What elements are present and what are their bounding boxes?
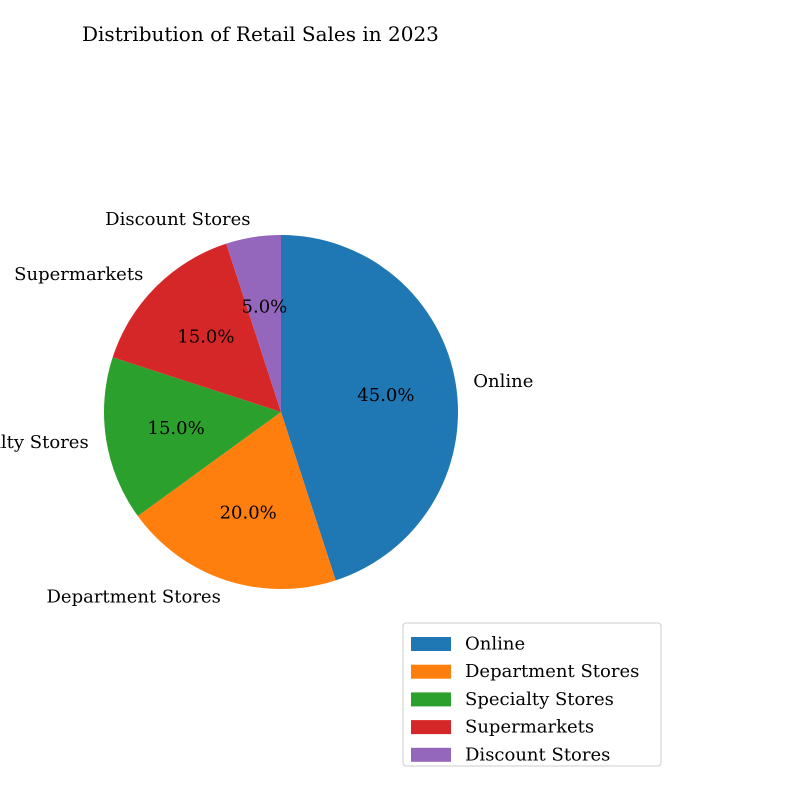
- legend-label-online: Online: [465, 634, 525, 655]
- chart-title: Distribution of Retail Sales in 2023: [82, 22, 439, 46]
- slice-label-specialty-stores: Specialty Stores: [0, 432, 89, 453]
- pie-slice-supermarkets: [112, 243, 281, 412]
- legend-frame: [402, 622, 662, 767]
- legend-swatch-online: [411, 637, 451, 651]
- pie-slice-specialty-stores: [103, 357, 281, 517]
- slice-percent-department-stores: 20.0%: [220, 503, 277, 524]
- legend-swatch-specialty-stores: [411, 692, 451, 707]
- slice-percent-online: 45.0%: [357, 385, 414, 406]
- legend-label-specialty-stores: Specialty Stores: [465, 689, 614, 710]
- slice-label-online: Online: [473, 371, 533, 392]
- legend-label-discount-stores: Discount Stores: [465, 744, 610, 765]
- legend-label-department-stores: Department Stores: [465, 661, 639, 682]
- legend-label-supermarkets: Supermarkets: [465, 717, 594, 738]
- pie-slice-department-stores: [137, 412, 336, 589]
- legend-swatch-discount-stores: [411, 747, 451, 762]
- slice-percent-discount-stores: 5.0%: [242, 297, 288, 318]
- legend-swatch-department-stores: [411, 664, 451, 679]
- slice-percent-supermarkets: 15.0%: [177, 326, 234, 347]
- pie-slices: [103, 235, 458, 589]
- slice-label-supermarkets: Supermarkets: [14, 264, 143, 285]
- pie-labels: Online 45.0% Department Stores 20.0% Special…: [0, 209, 533, 607]
- legend: Online Department Stores Specialty Stores S…: [402, 622, 662, 767]
- pie-slice-discount-stores: [226, 235, 281, 412]
- legend-swatch-supermarkets: [411, 720, 451, 735]
- slice-label-discount-stores: Discount Stores: [105, 209, 250, 230]
- slice-percent-specialty-stores: 15.0%: [148, 418, 205, 439]
- slice-label-department-stores: Department Stores: [46, 587, 220, 608]
- pie-slice-online: [281, 235, 458, 581]
